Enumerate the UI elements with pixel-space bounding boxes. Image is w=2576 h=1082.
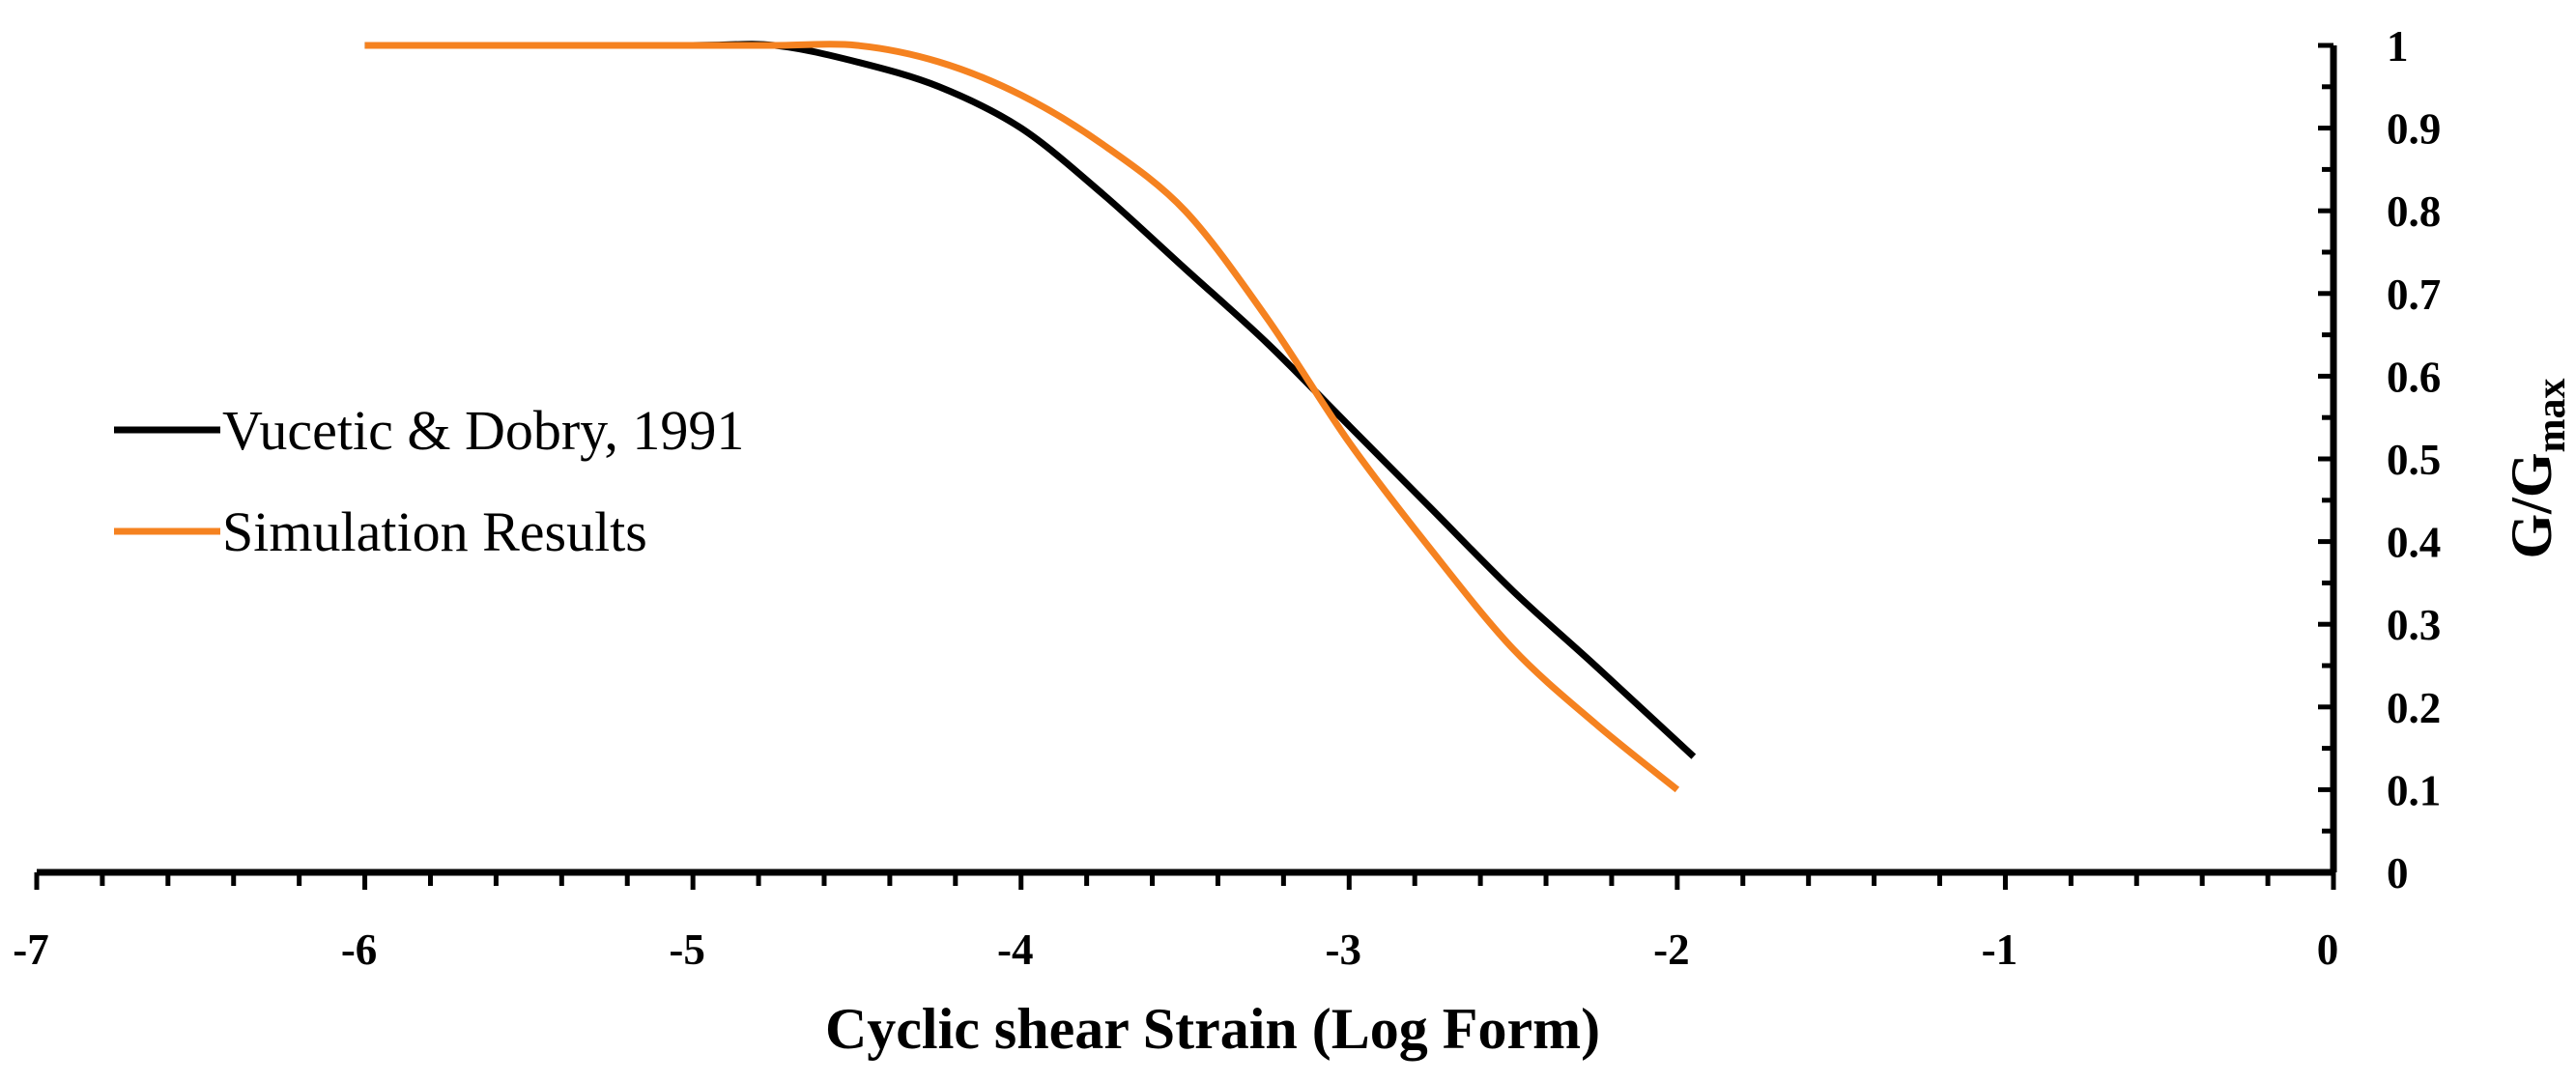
y-tick-label: 0	[2387, 849, 2409, 897]
y-tick-label: 1	[2387, 22, 2409, 71]
y-tick-label: 0.2	[2387, 684, 2441, 732]
y-tick-label: 0.8	[2387, 187, 2441, 236]
y-tick-label: 0.9	[2387, 105, 2441, 154]
y-axis-title-subscript: max	[2530, 378, 2574, 452]
series-layer	[364, 41, 1697, 793]
x-tick-label: -6	[341, 925, 378, 974]
y-tick-label: 0.4	[2387, 519, 2441, 567]
y-axis-title-main: G/G	[2500, 452, 2563, 558]
y-tick-label: 0.6	[2387, 353, 2441, 401]
legend-label: Vucetic & Dobry, 1991	[222, 399, 744, 462]
y-tick-label: 0.7	[2387, 270, 2441, 319]
x-tick-label: -3	[1326, 925, 1362, 974]
legend: Vucetic & Dobry, 1991 Simulation Results	[114, 399, 744, 563]
axes: -7 -6 -5 -4 -3 -2 -1 00 0.1 0.2 0.3 0.4 0.5 0.6 0.7 0.8…	[13, 22, 2441, 974]
x-tick-label: 0	[2317, 925, 2339, 974]
x-tick-label: -4	[997, 925, 1034, 974]
x-tick-label: -7	[13, 925, 49, 974]
legend-label: Simulation Results	[222, 500, 647, 563]
x-tick-label: -5	[669, 925, 705, 974]
y-tick-label: 0.3	[2387, 601, 2441, 649]
x-tick-label: -1	[1982, 925, 2018, 974]
y-tick-label: 0.1	[2387, 766, 2441, 814]
y-axis-title: G/Gmax	[2500, 378, 2574, 558]
series-line-simulation-results	[364, 41, 1680, 793]
y-tick-label: 0.5	[2387, 436, 2441, 484]
x-axis-title: Cyclic shear Strain (Log Form)	[825, 997, 1600, 1061]
x-tick-label: -2	[1653, 925, 1690, 974]
